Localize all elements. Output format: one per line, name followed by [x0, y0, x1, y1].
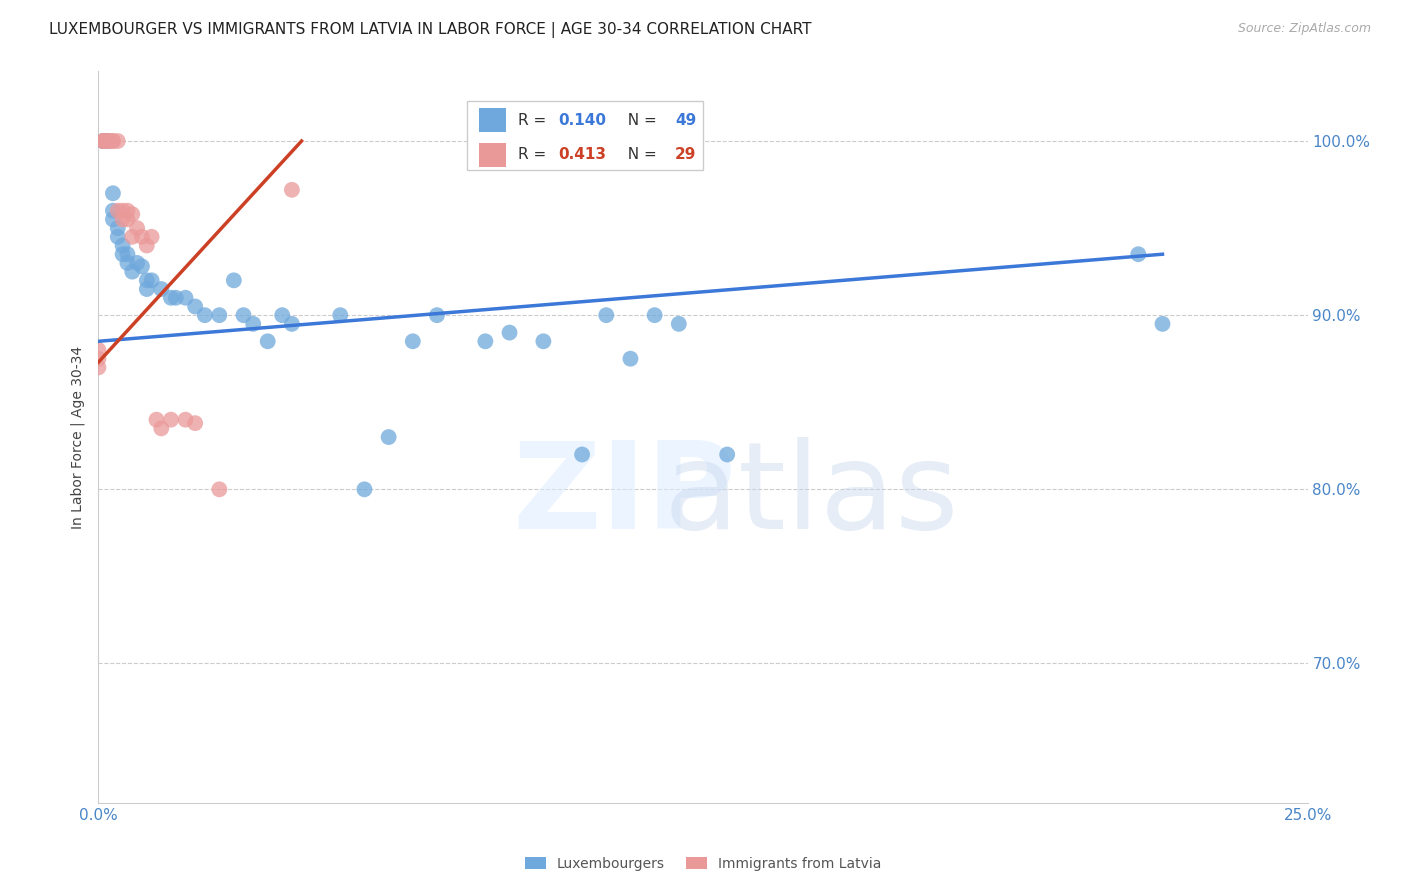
- Point: [97, 134, 120, 148]
- Point: [377, 430, 399, 444]
- Point: [668, 317, 690, 331]
- Point: [208, 483, 231, 497]
- Point: [271, 308, 294, 322]
- Point: [111, 247, 134, 261]
- Point: [174, 412, 197, 426]
- Point: [160, 412, 183, 426]
- Point: [107, 229, 129, 244]
- Point: [184, 300, 207, 314]
- Point: [91, 134, 114, 148]
- Point: [91, 134, 114, 148]
- Point: [595, 308, 617, 322]
- Bar: [479, 108, 506, 132]
- Point: [426, 308, 449, 322]
- Point: [111, 212, 134, 227]
- Point: [87, 360, 110, 375]
- Point: [353, 483, 375, 497]
- Text: R =: R =: [517, 147, 551, 162]
- Point: [127, 221, 149, 235]
- Point: [101, 134, 124, 148]
- Point: [619, 351, 641, 366]
- Point: [135, 282, 157, 296]
- Point: [91, 134, 114, 148]
- Point: [402, 334, 425, 349]
- Point: [121, 265, 143, 279]
- Point: [281, 317, 304, 331]
- Point: [150, 421, 173, 435]
- Point: [208, 308, 231, 322]
- Point: [498, 326, 520, 340]
- Point: [91, 134, 114, 148]
- Text: LUXEMBOURGER VS IMMIGRANTS FROM LATVIA IN LABOR FORCE | AGE 30-34 CORRELATION CH: LUXEMBOURGER VS IMMIGRANTS FROM LATVIA I…: [49, 22, 811, 38]
- Point: [117, 212, 139, 227]
- Text: Source: ZipAtlas.com: Source: ZipAtlas.com: [1237, 22, 1371, 36]
- Point: [87, 343, 110, 357]
- Text: 0.140: 0.140: [558, 112, 606, 128]
- Point: [91, 134, 114, 148]
- Point: [101, 203, 124, 218]
- Point: [117, 256, 139, 270]
- Point: [107, 203, 129, 218]
- Point: [117, 203, 139, 218]
- FancyBboxPatch shape: [467, 101, 703, 170]
- Point: [97, 134, 120, 148]
- Point: [329, 308, 352, 322]
- Point: [121, 229, 143, 244]
- Point: [121, 207, 143, 221]
- Text: atlas: atlas: [664, 437, 960, 554]
- Point: [531, 334, 554, 349]
- Point: [101, 212, 124, 227]
- Point: [1152, 317, 1174, 331]
- Point: [111, 203, 134, 218]
- Text: ZIP: ZIP: [513, 437, 737, 554]
- Point: [160, 291, 183, 305]
- Point: [135, 238, 157, 252]
- Point: [644, 308, 666, 322]
- Point: [111, 238, 134, 252]
- Point: [716, 448, 738, 462]
- Point: [97, 134, 120, 148]
- Point: [101, 134, 124, 148]
- Point: [131, 229, 153, 244]
- Point: [165, 291, 187, 305]
- Point: [131, 260, 153, 274]
- Bar: [479, 143, 506, 167]
- Point: [184, 416, 207, 430]
- Point: [101, 186, 124, 201]
- Point: [127, 256, 149, 270]
- Point: [222, 273, 245, 287]
- Text: N =: N =: [619, 147, 662, 162]
- Point: [174, 291, 197, 305]
- Point: [281, 183, 304, 197]
- Legend: Luxembourgers, Immigrants from Latvia: Luxembourgers, Immigrants from Latvia: [519, 851, 887, 876]
- Point: [232, 308, 254, 322]
- Point: [107, 134, 129, 148]
- Text: N =: N =: [619, 112, 662, 128]
- Point: [87, 351, 110, 366]
- Y-axis label: In Labor Force | Age 30-34: In Labor Force | Age 30-34: [70, 345, 86, 529]
- Text: 49: 49: [675, 112, 696, 128]
- Point: [91, 134, 114, 148]
- Point: [135, 273, 157, 287]
- Text: 29: 29: [675, 147, 696, 162]
- Point: [117, 247, 139, 261]
- Point: [194, 308, 217, 322]
- Text: R =: R =: [517, 112, 551, 128]
- Point: [107, 221, 129, 235]
- Point: [141, 273, 163, 287]
- Point: [474, 334, 496, 349]
- Point: [97, 134, 120, 148]
- Text: 0.413: 0.413: [558, 147, 606, 162]
- Point: [256, 334, 278, 349]
- Point: [145, 412, 167, 426]
- Point: [1128, 247, 1150, 261]
- Point: [141, 229, 163, 244]
- Point: [571, 448, 593, 462]
- Point: [150, 282, 173, 296]
- Point: [242, 317, 264, 331]
